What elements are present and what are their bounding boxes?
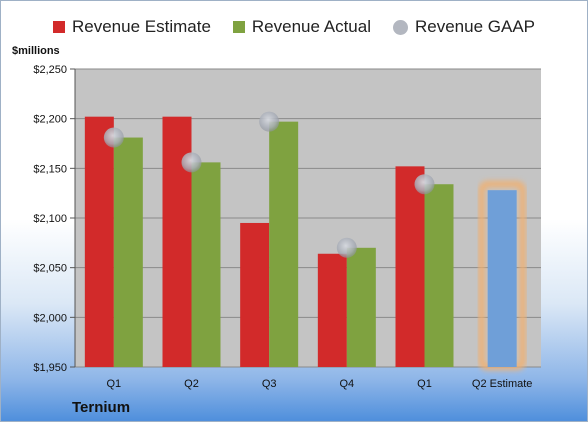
bar-revenue-estimate xyxy=(240,222,270,367)
x-tick-label: Q1 xyxy=(106,378,121,390)
x-tick-label: Q2 Estimate xyxy=(472,378,533,390)
bar-revenue-estimate xyxy=(395,166,425,367)
legend-label-estimate: Revenue Estimate xyxy=(72,17,211,36)
legend-item-gaap: Revenue GAAP xyxy=(393,17,535,37)
marker-revenue-gaap xyxy=(259,111,280,132)
legend-item-actual: Revenue Actual xyxy=(232,17,371,37)
gaap-markers xyxy=(103,111,435,258)
legend-swatch-gaap xyxy=(393,19,408,35)
bar-revenue-actual xyxy=(346,247,376,367)
company-name: Ternium xyxy=(72,399,131,416)
bar-revenue-estimate xyxy=(84,116,114,368)
units-label: $millions xyxy=(12,45,60,57)
legend: Revenue Estimate Revenue Actual Revenue … xyxy=(53,17,535,37)
y-tick-label: $2,000 xyxy=(33,312,67,324)
gridlines xyxy=(75,68,541,368)
x-tick-label: Q3 xyxy=(262,378,277,390)
bar-revenue-estimate xyxy=(317,253,347,367)
bar-revenue-forecast xyxy=(487,190,517,367)
marker-revenue-gaap xyxy=(103,127,124,148)
y-tick-label: $2,250 xyxy=(33,64,67,76)
y-tick-label: $2,050 xyxy=(33,263,67,275)
bar-revenue-actual xyxy=(191,162,221,367)
marker-revenue-gaap xyxy=(414,174,435,195)
legend-label-actual: Revenue Actual xyxy=(251,17,371,36)
x-tick-label: Q2 xyxy=(184,378,199,390)
legend-swatch-actual xyxy=(232,21,245,33)
y-tick-label: $2,150 xyxy=(33,163,67,175)
y-tick-label: $2,200 xyxy=(33,114,67,126)
y-tick-label: $1,950 xyxy=(33,362,67,374)
legend-label-gaap: Revenue GAAP xyxy=(415,17,536,36)
legend-item-estimate: Revenue Estimate xyxy=(53,17,211,37)
marker-revenue-gaap xyxy=(181,152,202,173)
marker-revenue-gaap xyxy=(336,237,357,258)
legend-swatch-estimate xyxy=(53,21,65,33)
bar-revenue-actual xyxy=(269,121,299,367)
x-tick-label: Q1 xyxy=(417,378,432,390)
bar-revenue-actual xyxy=(424,184,454,367)
x-tick-label: Q4 xyxy=(339,378,354,390)
x-axis-ticks: Q1 Q2 Q3 Q4 Q1 Q2 Estimate xyxy=(106,378,532,390)
y-axis-ticks: $1,950 $2,000 $2,050 $2,100 $2,150 $2,200 $2,2… xyxy=(33,64,76,374)
y-tick-label: $2,100 xyxy=(33,213,67,225)
bar-revenue-actual xyxy=(113,137,143,367)
